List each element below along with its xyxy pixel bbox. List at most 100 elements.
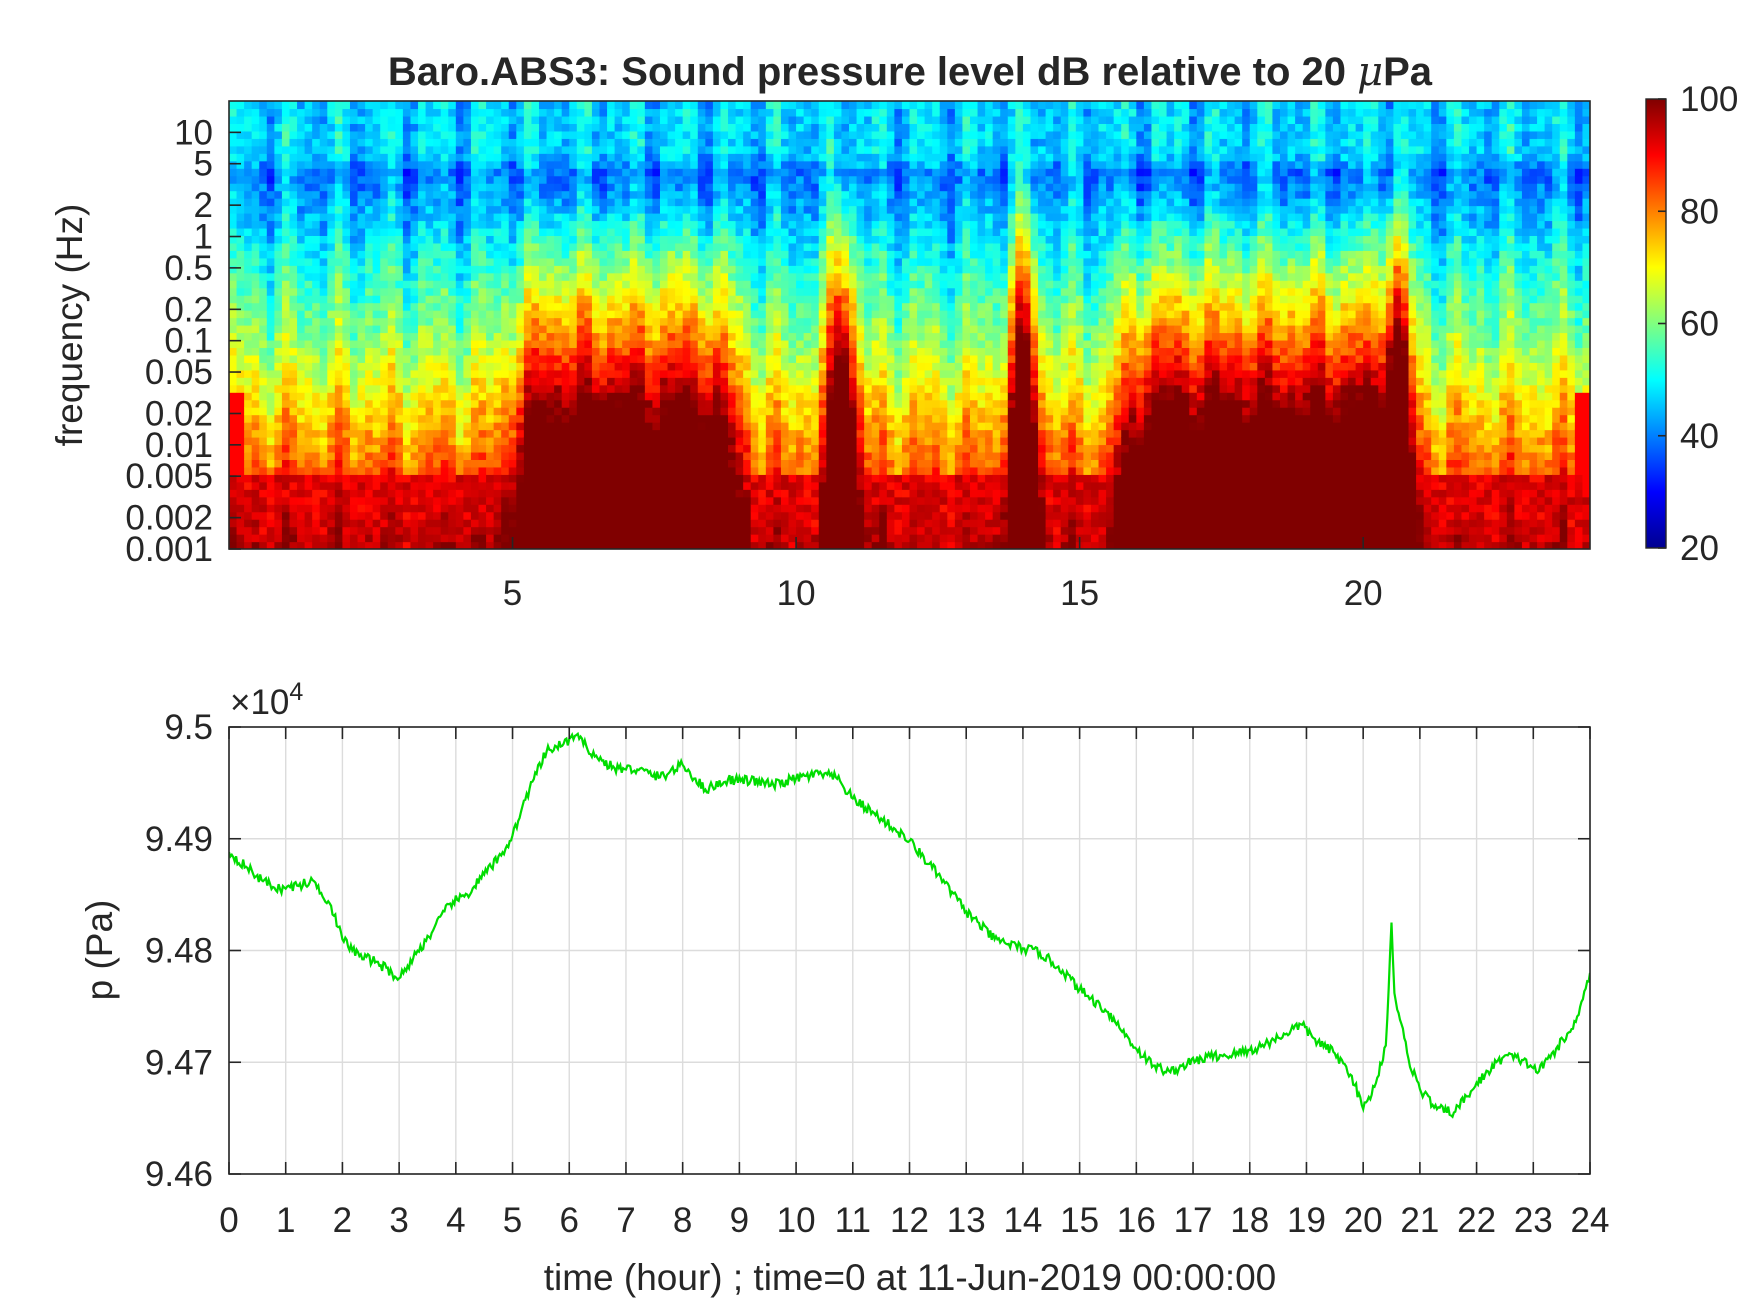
spectrogram-cell bbox=[433, 213, 442, 222]
spectrogram-cell bbox=[856, 429, 865, 438]
spectrogram-cell bbox=[281, 205, 291, 214]
spectrogram-cell bbox=[652, 474, 661, 483]
spectrogram-cell bbox=[735, 138, 744, 147]
spectrogram-cell bbox=[281, 474, 291, 483]
spectrogram-cell bbox=[244, 347, 253, 356]
spectrogram-cell bbox=[697, 511, 706, 520]
spectrogram-cell bbox=[735, 190, 744, 199]
spectrogram-cell bbox=[251, 414, 260, 423]
spectrogram-cell bbox=[433, 183, 442, 192]
spectrogram-cell bbox=[561, 265, 570, 274]
spectrogram-cell bbox=[682, 265, 691, 274]
spectrogram-cell bbox=[652, 414, 661, 423]
spectrogram-cell bbox=[410, 250, 419, 259]
spectrogram-cell bbox=[780, 183, 790, 192]
spectrogram-cell bbox=[849, 354, 858, 363]
spectrogram-cell bbox=[818, 213, 827, 222]
spectrogram-cell bbox=[690, 183, 699, 192]
spectrogram-cell bbox=[448, 130, 457, 139]
spectrogram-cell bbox=[629, 220, 638, 229]
spectrogram-cell bbox=[493, 474, 502, 483]
spectrogram-cell bbox=[508, 220, 517, 229]
spectrogram-cell bbox=[327, 496, 336, 505]
spectrogram-cell bbox=[554, 123, 563, 132]
spectrogram-cell bbox=[297, 511, 306, 520]
spectrogram-cell bbox=[803, 123, 812, 132]
spectrogram-cell bbox=[402, 272, 412, 281]
spectrogram-cell bbox=[357, 101, 366, 110]
spectrogram-cell bbox=[274, 481, 283, 490]
spectrogram-cell bbox=[644, 489, 654, 498]
spectrogram-cell bbox=[833, 459, 843, 468]
spectrogram-cell bbox=[788, 347, 797, 356]
spectrogram-cell bbox=[705, 153, 714, 162]
spectrogram-cell bbox=[372, 332, 381, 341]
spectrogram-cell bbox=[569, 101, 578, 110]
spectrogram-cell bbox=[712, 175, 722, 184]
spectrogram-cell bbox=[705, 235, 714, 244]
spectrogram-cell bbox=[357, 347, 366, 356]
spectrogram-cell bbox=[372, 160, 381, 169]
spectrogram-cell bbox=[803, 377, 812, 386]
spectrogram-cell bbox=[667, 541, 676, 549]
spectrogram-cell bbox=[410, 213, 419, 222]
spectrogram-cell bbox=[448, 437, 457, 446]
spectrogram-cell bbox=[455, 295, 464, 304]
spectrogram-cell bbox=[682, 257, 691, 266]
spectrogram-cell bbox=[470, 332, 480, 341]
spectrogram-cell bbox=[675, 138, 684, 147]
spectrogram-cell bbox=[758, 145, 767, 154]
spectrogram-cell bbox=[690, 466, 699, 475]
spectrogram-cell bbox=[508, 444, 517, 453]
spectrogram-cell bbox=[501, 496, 510, 505]
spectrogram-cell bbox=[599, 504, 608, 513]
spectrogram-cell bbox=[244, 287, 253, 296]
spectrogram-cell bbox=[841, 295, 850, 304]
spectrogram-cell bbox=[244, 444, 253, 453]
spectrogram-cell bbox=[372, 250, 381, 259]
spectrogram-cell bbox=[833, 190, 843, 199]
spectrogram-cell bbox=[334, 444, 344, 453]
spectrogram-cell bbox=[682, 429, 691, 438]
spectrogram-cell bbox=[501, 108, 510, 117]
spectrogram-cell bbox=[229, 220, 238, 229]
spectrogram-cell bbox=[455, 392, 464, 401]
spectrogram-cell bbox=[765, 339, 774, 348]
spectrogram-cell bbox=[229, 466, 238, 475]
spectrogram-cell bbox=[418, 257, 427, 266]
spectrogram-cell bbox=[818, 138, 827, 147]
spectrogram-cell bbox=[576, 190, 585, 199]
spectrogram-cell bbox=[712, 534, 722, 543]
spectrogram-cell bbox=[448, 257, 457, 266]
spectrogram-cell bbox=[591, 302, 601, 311]
spectrogram-cell bbox=[304, 526, 313, 535]
spectrogram-cell bbox=[796, 235, 805, 244]
spectrogram-cell bbox=[297, 369, 306, 378]
spectrogram-cell bbox=[508, 339, 517, 348]
spectrogram-cell bbox=[327, 130, 336, 139]
spectrogram-cell bbox=[773, 474, 782, 483]
spectrogram-cell bbox=[334, 399, 344, 408]
spectrogram-cell bbox=[584, 198, 593, 207]
spectrogram-cell bbox=[811, 466, 820, 475]
spectrogram-cell bbox=[455, 325, 464, 334]
spectrogram-cell bbox=[811, 280, 820, 289]
spectrogram-cell bbox=[622, 451, 631, 460]
spectrogram-cell bbox=[652, 123, 661, 132]
spectrogram-cell bbox=[410, 437, 419, 446]
spectrogram-cell bbox=[402, 422, 412, 431]
spectrogram-cell bbox=[470, 451, 480, 460]
spectrogram-cell bbox=[402, 496, 412, 505]
spectrogram-cell bbox=[750, 519, 759, 528]
spectrogram-cell bbox=[516, 287, 525, 296]
spectrogram-cell bbox=[470, 399, 480, 408]
spectrogram-cell bbox=[281, 257, 291, 266]
spectrogram-cell bbox=[425, 175, 434, 184]
spectrogram-cell bbox=[516, 526, 525, 535]
spectrogram-cell bbox=[758, 489, 767, 498]
spectrogram-cell bbox=[735, 466, 744, 475]
spectrogram-cell bbox=[705, 265, 714, 274]
spectrogram-cell bbox=[743, 235, 752, 244]
spectrogram-cell bbox=[667, 474, 676, 483]
spectrogram-cell bbox=[463, 227, 472, 236]
